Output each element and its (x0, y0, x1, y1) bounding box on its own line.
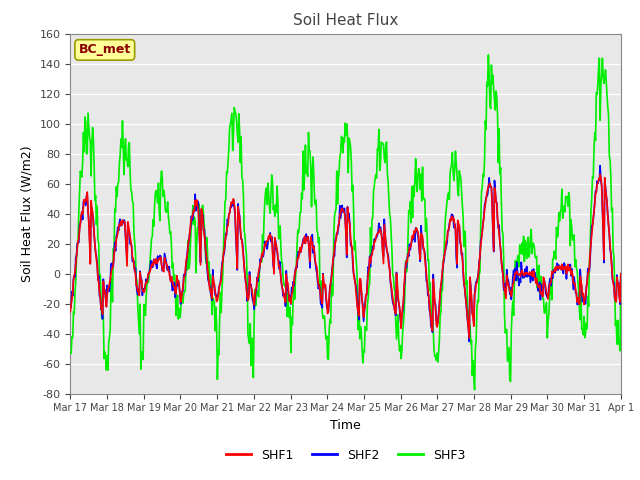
Legend: SHF1, SHF2, SHF3: SHF1, SHF2, SHF3 (221, 444, 470, 467)
Y-axis label: Soil Heat Flux (W/m2): Soil Heat Flux (W/m2) (21, 145, 34, 282)
Text: BC_met: BC_met (79, 43, 131, 56)
Title: Soil Heat Flux: Soil Heat Flux (293, 13, 398, 28)
X-axis label: Time: Time (330, 419, 361, 432)
